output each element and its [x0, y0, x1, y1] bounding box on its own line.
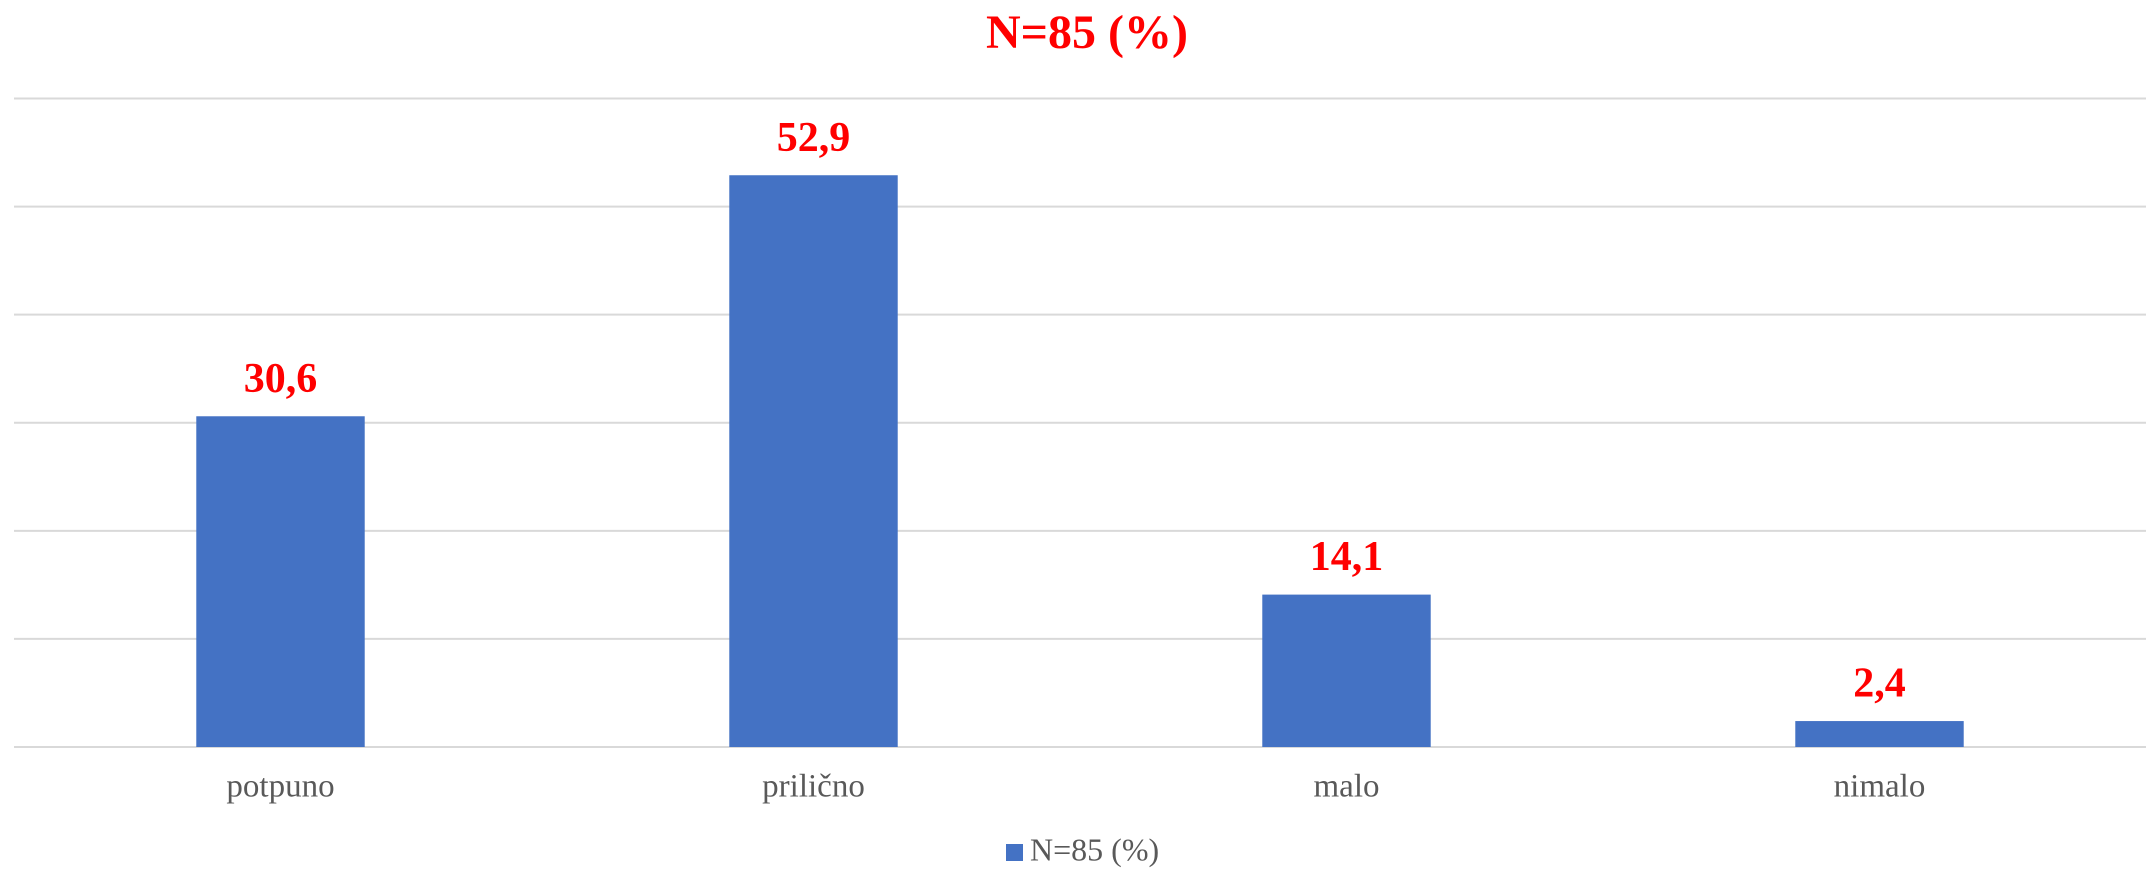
bar [1795, 721, 1964, 747]
x-tick-label: potpuno [226, 769, 334, 805]
bar [1262, 594, 1431, 747]
data-label: 52,9 [777, 115, 851, 161]
data-label: 2,4 [1853, 661, 1906, 707]
chart-title: N=85 (%) [986, 6, 1188, 59]
legend-label: N=85 (%) [1030, 831, 1159, 867]
bar [729, 175, 898, 748]
x-tick-label: nimalo [1834, 769, 1926, 805]
data-label: 14,1 [1310, 534, 1384, 580]
data-label: 30,6 [244, 356, 318, 402]
legend-swatch [1006, 844, 1023, 861]
x-tick-label: malo [1314, 769, 1380, 805]
x-tick-label: prilično [762, 769, 865, 805]
bar [196, 416, 365, 747]
